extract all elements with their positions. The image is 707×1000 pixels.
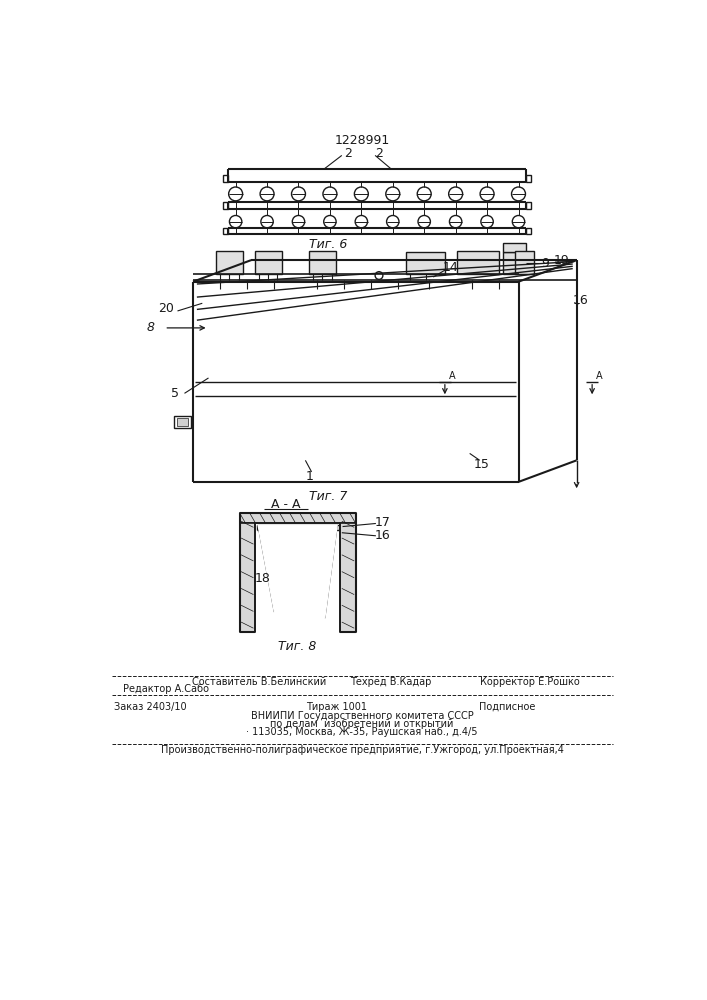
Text: 1228991: 1228991 [334, 134, 390, 147]
Bar [255, 251, 282, 274]
Polygon shape [258, 525, 337, 618]
Text: 2: 2 [344, 147, 352, 160]
Bar [526, 228, 531, 234]
Bar [515, 251, 534, 274]
Text: Τиг. 8: Τиг. 8 [279, 640, 317, 653]
Bar [340, 523, 356, 632]
Bar [240, 523, 255, 632]
Text: Тираж 1001: Тираж 1001 [306, 702, 367, 712]
Text: 19: 19 [554, 254, 569, 267]
Text: Техред В.Кадар: Техред В.Кадар [350, 677, 431, 687]
Text: 17: 17 [375, 516, 391, 529]
Text: Производственно-полиграфическое предприятие, г.Ужгород, ул.Проектная,4: Производственно-полиграфическое предприя… [160, 745, 563, 755]
Text: · 113035, Москва, Ж-35, Раушская наб., д.4/5: · 113035, Москва, Ж-35, Раушская наб., д… [246, 727, 478, 737]
Bar [503, 243, 526, 252]
Bar [223, 202, 228, 209]
Text: A: A [449, 371, 455, 381]
Text: Τиг. 6: Τиг. 6 [310, 238, 348, 251]
Bar [223, 228, 228, 234]
Text: Подписное: Подписное [479, 702, 535, 712]
Bar [406, 252, 445, 274]
Text: 2: 2 [375, 147, 383, 160]
Text: 15: 15 [474, 458, 490, 471]
Text: Редактор А.Сабо: Редактор А.Сабо [123, 684, 209, 694]
Text: Составитель В.Белинский: Составитель В.Белинский [192, 677, 326, 687]
Bar [177, 418, 187, 426]
Text: 9: 9 [542, 257, 549, 270]
Bar [240, 513, 356, 523]
Text: Заказ 2403/10: Заказ 2403/10 [114, 702, 187, 712]
Text: ВНИИПИ Государственного комитета СССР: ВНИИПИ Государственного комитета СССР [250, 711, 473, 721]
Bar [503, 252, 526, 274]
Text: 16: 16 [573, 294, 588, 307]
Text: 20: 20 [158, 302, 174, 315]
Text: по делам  изобретений и открытий: по делам изобретений и открытий [270, 719, 454, 729]
Text: A: A [596, 371, 602, 381]
Bar [309, 251, 337, 274]
Text: 1: 1 [305, 470, 313, 483]
Text: 8: 8 [146, 321, 154, 334]
Bar [457, 251, 499, 274]
Bar [526, 175, 531, 182]
Text: 18: 18 [255, 572, 271, 585]
Bar [526, 202, 531, 209]
Text: 5: 5 [171, 387, 179, 400]
Text: Τиг. 7: Τиг. 7 [310, 490, 348, 503]
Bar [174, 416, 191, 428]
Text: A - A: A - A [271, 498, 300, 512]
Bar [216, 251, 243, 274]
Text: Корректор Е.Рошко: Корректор Е.Рошко [480, 677, 580, 687]
Bar [223, 175, 228, 182]
Text: 16: 16 [375, 529, 391, 542]
Text: 14: 14 [443, 261, 458, 274]
